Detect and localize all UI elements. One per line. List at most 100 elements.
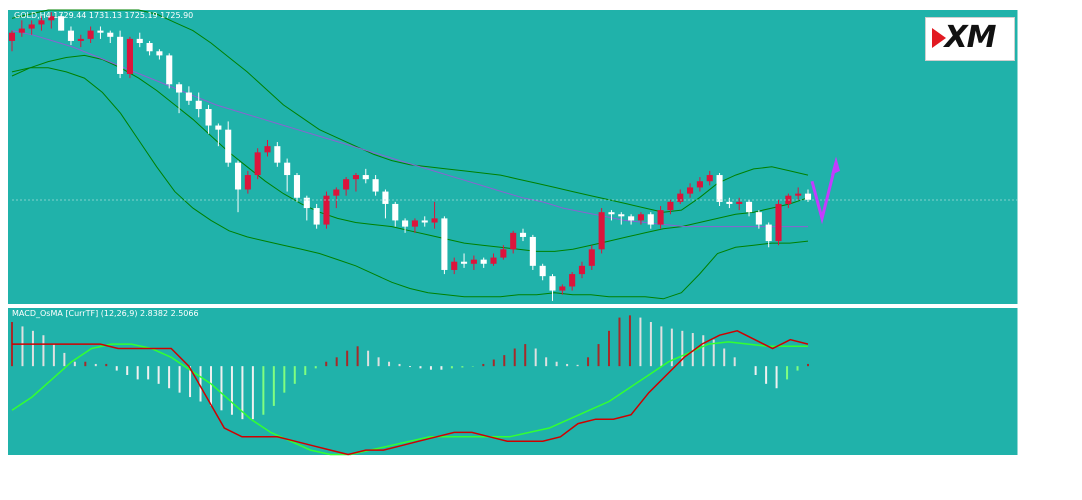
bollinger-bands — [11, 9, 809, 300]
candle-body — [18, 28, 25, 33]
current-price-label: 1725.90 — [1023, 196, 1056, 205]
candle-body — [559, 286, 566, 291]
candle-body — [804, 193, 812, 200]
candle-body — [677, 193, 684, 202]
candle-body — [87, 30, 94, 39]
candle-body — [333, 189, 340, 196]
candle-body — [225, 129, 232, 163]
candle-body — [490, 257, 497, 264]
candle-body — [529, 236, 536, 266]
candle-body — [687, 187, 694, 194]
candle-body — [274, 146, 281, 163]
time-tick-label: 25 Feb 09:00 — [170, 459, 222, 468]
candle-body — [234, 162, 242, 190]
time-tick-label: 23 Feb 09:00 — [62, 459, 114, 468]
candle-body — [647, 214, 654, 225]
time-tick-label: 11 Mar 09:00 — [709, 459, 762, 468]
candle-body — [264, 146, 271, 153]
time-tick-label: 2 Mar 09:00 — [331, 459, 379, 468]
candle-body — [726, 201, 733, 204]
macd-histogram — [11, 315, 809, 420]
candle-body — [500, 249, 507, 258]
candle-body — [598, 212, 605, 250]
candle-body — [421, 220, 428, 223]
time-tick-label: 8 Mar 09:00 — [547, 459, 595, 468]
candle-body — [549, 276, 556, 291]
time-tick-label: 10 Mar 09:00 — [655, 459, 708, 468]
price-tick-label: 1695.30 — [1026, 259, 1059, 268]
time-tick-label: 5 Mar 09:00 — [493, 459, 541, 468]
candle-body — [362, 175, 369, 180]
xm-logo: XM — [925, 17, 1015, 61]
candle-body — [352, 175, 359, 180]
indicator-panel — [8, 308, 1018, 455]
time-tick-label: 24 Feb 09:00 — [116, 459, 168, 468]
candle-body — [765, 224, 772, 242]
candle-body — [107, 32, 114, 37]
candle-body — [67, 30, 75, 41]
candle-body — [8, 32, 16, 41]
candle-body — [775, 203, 782, 242]
candle-body — [431, 218, 438, 223]
candles — [8, 12, 812, 301]
candle-body — [696, 181, 703, 188]
price-panel — [8, 10, 1018, 304]
candle-body — [205, 109, 212, 126]
price-tick-label: 1679.10 — [1026, 293, 1059, 302]
candle-body — [166, 55, 173, 85]
candle-body — [657, 210, 664, 225]
indicator-title: MACD_OsMA [CurrTF] (12,26,9) 2.8382 2.50… — [12, 309, 199, 318]
candle-body — [480, 259, 487, 264]
candle-body — [755, 212, 762, 225]
symbol-header: GOLD,H4 1729.44 1731.13 1725.19 1725.90 — [14, 11, 193, 20]
candle-body — [519, 232, 527, 237]
price-tick-label: 1760.10 — [1026, 125, 1059, 134]
candle-body — [402, 220, 409, 227]
candle-body — [470, 259, 477, 264]
candle-body — [745, 201, 753, 213]
candle-body — [195, 100, 202, 110]
candle-body — [48, 16, 55, 21]
candle-body — [451, 261, 458, 270]
macd-line — [12, 330, 809, 456]
candle-body — [382, 191, 389, 204]
candle-body — [244, 175, 251, 190]
candle-body — [628, 216, 635, 221]
candle-body — [539, 265, 546, 277]
candle-body — [392, 203, 399, 221]
candle-body — [28, 24, 35, 29]
candle-body — [136, 38, 143, 44]
bollinger-middle-line — [11, 54, 809, 252]
time-tick-label: 12 Mar 09:00 — [763, 459, 816, 468]
candle-body — [176, 84, 183, 93]
candle-body — [736, 201, 743, 204]
price-overlay: 1725.90 — [12, 156, 1056, 225]
price-tick-label: 1743.90 — [1026, 159, 1059, 168]
candle-body — [411, 220, 418, 227]
candle-body — [77, 38, 84, 41]
current-price-marker — [1019, 194, 1055, 207]
time-axis: 22 Feb 2021 23 Feb 09:00 24 Feb 09:00 25 Fe… — [0, 455, 1064, 468]
candle-body — [588, 249, 595, 266]
forecast-arrow — [810, 162, 838, 225]
candle-body — [117, 36, 124, 74]
candle-body — [313, 208, 320, 225]
macd-lines — [11, 330, 809, 456]
price-tick-label: 1792.50 — [1026, 59, 1059, 68]
moving-average-line — [11, 30, 808, 228]
candle-body — [343, 179, 350, 190]
time-tick-label: 9 Mar 09:00 — [601, 459, 649, 468]
time-tick-label: 3 Mar 09:00 — [385, 459, 433, 468]
candle-body — [156, 51, 163, 56]
indicator-tick-label: 13.1664 — [1026, 304, 1059, 313]
logo-text: XM — [944, 20, 997, 55]
time-tick-label: 22 Feb 2021 — [8, 459, 58, 468]
candle-body — [146, 43, 153, 52]
candle-body — [569, 274, 576, 287]
candle-body — [254, 152, 261, 176]
candle-body — [38, 20, 45, 25]
candle-body — [608, 212, 615, 215]
candle-body — [303, 197, 310, 209]
moving-average — [11, 30, 808, 228]
